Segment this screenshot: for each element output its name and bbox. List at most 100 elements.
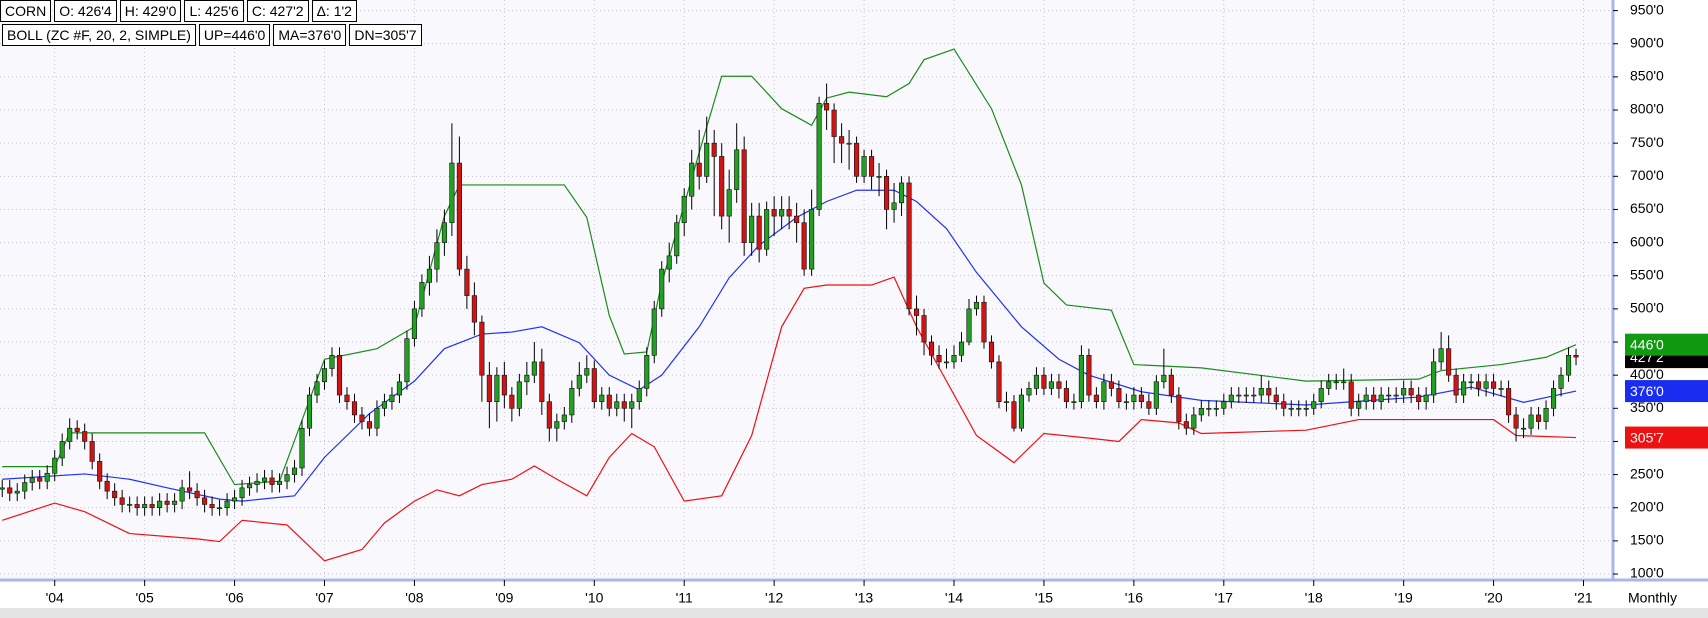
candle-body — [943, 361, 950, 364]
candle-body — [764, 209, 770, 250]
candle-body — [14, 490, 20, 494]
candle-body — [1198, 408, 1204, 416]
price-marker-label: 305'7 — [1630, 429, 1664, 445]
candle-body — [606, 394, 612, 409]
y-tick-label: 800'0 — [1630, 101, 1664, 117]
candle-body — [1281, 401, 1287, 409]
y-tick-label: 350'0 — [1630, 399, 1664, 415]
y-tick-label: 400'0 — [1630, 366, 1664, 382]
candle-body — [756, 215, 762, 250]
candle-body — [996, 361, 1002, 402]
x-tick-label: '19 — [1395, 590, 1413, 606]
candle-body — [651, 308, 657, 356]
candle-body — [1176, 394, 1182, 422]
y-tick-label: 150'0 — [1630, 532, 1664, 548]
candle-body — [839, 136, 845, 144]
candle-body — [1093, 394, 1099, 402]
x-tick-label: '12 — [765, 590, 783, 606]
study-box: DN=305'7 — [349, 24, 422, 46]
candle-body — [0, 487, 5, 490]
candle-body — [381, 401, 388, 409]
candle-body — [89, 441, 95, 462]
candle-body — [1146, 401, 1152, 409]
candle-body — [1303, 408, 1309, 410]
candle-body — [951, 354, 957, 363]
candle-body — [1116, 388, 1122, 402]
candle-body — [1401, 388, 1407, 396]
price-marker — [1625, 380, 1708, 403]
candle-body — [224, 500, 230, 509]
candle-body — [149, 504, 155, 509]
y-tick-label: 650'0 — [1630, 200, 1664, 216]
candle-body — [209, 504, 215, 509]
candle-body — [1378, 394, 1384, 402]
x-tick-label: '16 — [1125, 590, 1143, 606]
candle-body — [1161, 374, 1167, 383]
candle-body — [1498, 388, 1504, 390]
candle-body — [1431, 361, 1437, 396]
candle-body — [1108, 381, 1114, 389]
candle-body — [621, 401, 627, 409]
candle-body — [1356, 401, 1362, 409]
candle-body — [441, 222, 447, 243]
candle-body — [134, 504, 140, 509]
x-tick-label: '13 — [855, 590, 873, 606]
candle-body — [284, 474, 290, 482]
candle-body — [1416, 394, 1422, 402]
candle-body — [1558, 374, 1564, 389]
candle-body — [37, 477, 43, 482]
candle-body — [22, 482, 28, 492]
y-tick-label: 600'0 — [1630, 233, 1664, 249]
candle-body — [1228, 394, 1234, 402]
candle-body — [1266, 388, 1272, 396]
candle-body — [194, 490, 200, 499]
candle-body — [794, 215, 800, 224]
candle-body — [674, 222, 680, 257]
candle-body — [1461, 381, 1467, 396]
candle-body — [471, 295, 477, 323]
candle-body — [127, 504, 133, 506]
candle-body — [67, 427, 73, 442]
candle-body — [1191, 414, 1197, 429]
y-tick-label: 250'0 — [1630, 465, 1664, 481]
candle-body — [306, 394, 313, 429]
candle-body — [1101, 381, 1107, 402]
candle-body — [531, 361, 537, 376]
x-tick-label: '08 — [405, 590, 423, 606]
candle-body — [988, 341, 995, 363]
candle-body — [711, 142, 717, 157]
candle-body — [269, 477, 275, 485]
candle-body — [456, 162, 462, 270]
quote-box: H: 429'0 — [119, 0, 182, 22]
candle-body — [1333, 381, 1339, 384]
price-marker — [1625, 426, 1708, 449]
price-marker-label: 446'0 — [1630, 336, 1664, 352]
candle-body — [44, 472, 50, 482]
candle-body — [779, 209, 785, 217]
candle-body — [1071, 401, 1077, 403]
candle-body — [644, 354, 650, 389]
study-box: UP=446'0 — [198, 24, 271, 46]
candle-body — [614, 401, 620, 409]
candle-body — [261, 477, 268, 482]
candle-body — [1138, 394, 1144, 402]
candle-body — [359, 414, 365, 422]
candle-body — [1086, 354, 1092, 396]
candle-body — [966, 308, 972, 343]
candle-body — [82, 431, 88, 442]
candle-body — [771, 209, 777, 217]
candle-body — [1550, 388, 1557, 409]
candle-body — [689, 162, 695, 197]
candle-body — [569, 388, 575, 416]
candle-body — [501, 374, 507, 396]
candle-body — [1003, 401, 1010, 403]
candle-body — [142, 504, 148, 509]
x-tick-label: '14 — [945, 590, 963, 606]
candle-body — [1423, 394, 1429, 402]
candle-body — [1311, 401, 1317, 409]
candle-body — [1168, 374, 1174, 396]
candle-body — [629, 401, 635, 409]
candle-body — [591, 368, 597, 402]
candle-body — [554, 421, 560, 429]
